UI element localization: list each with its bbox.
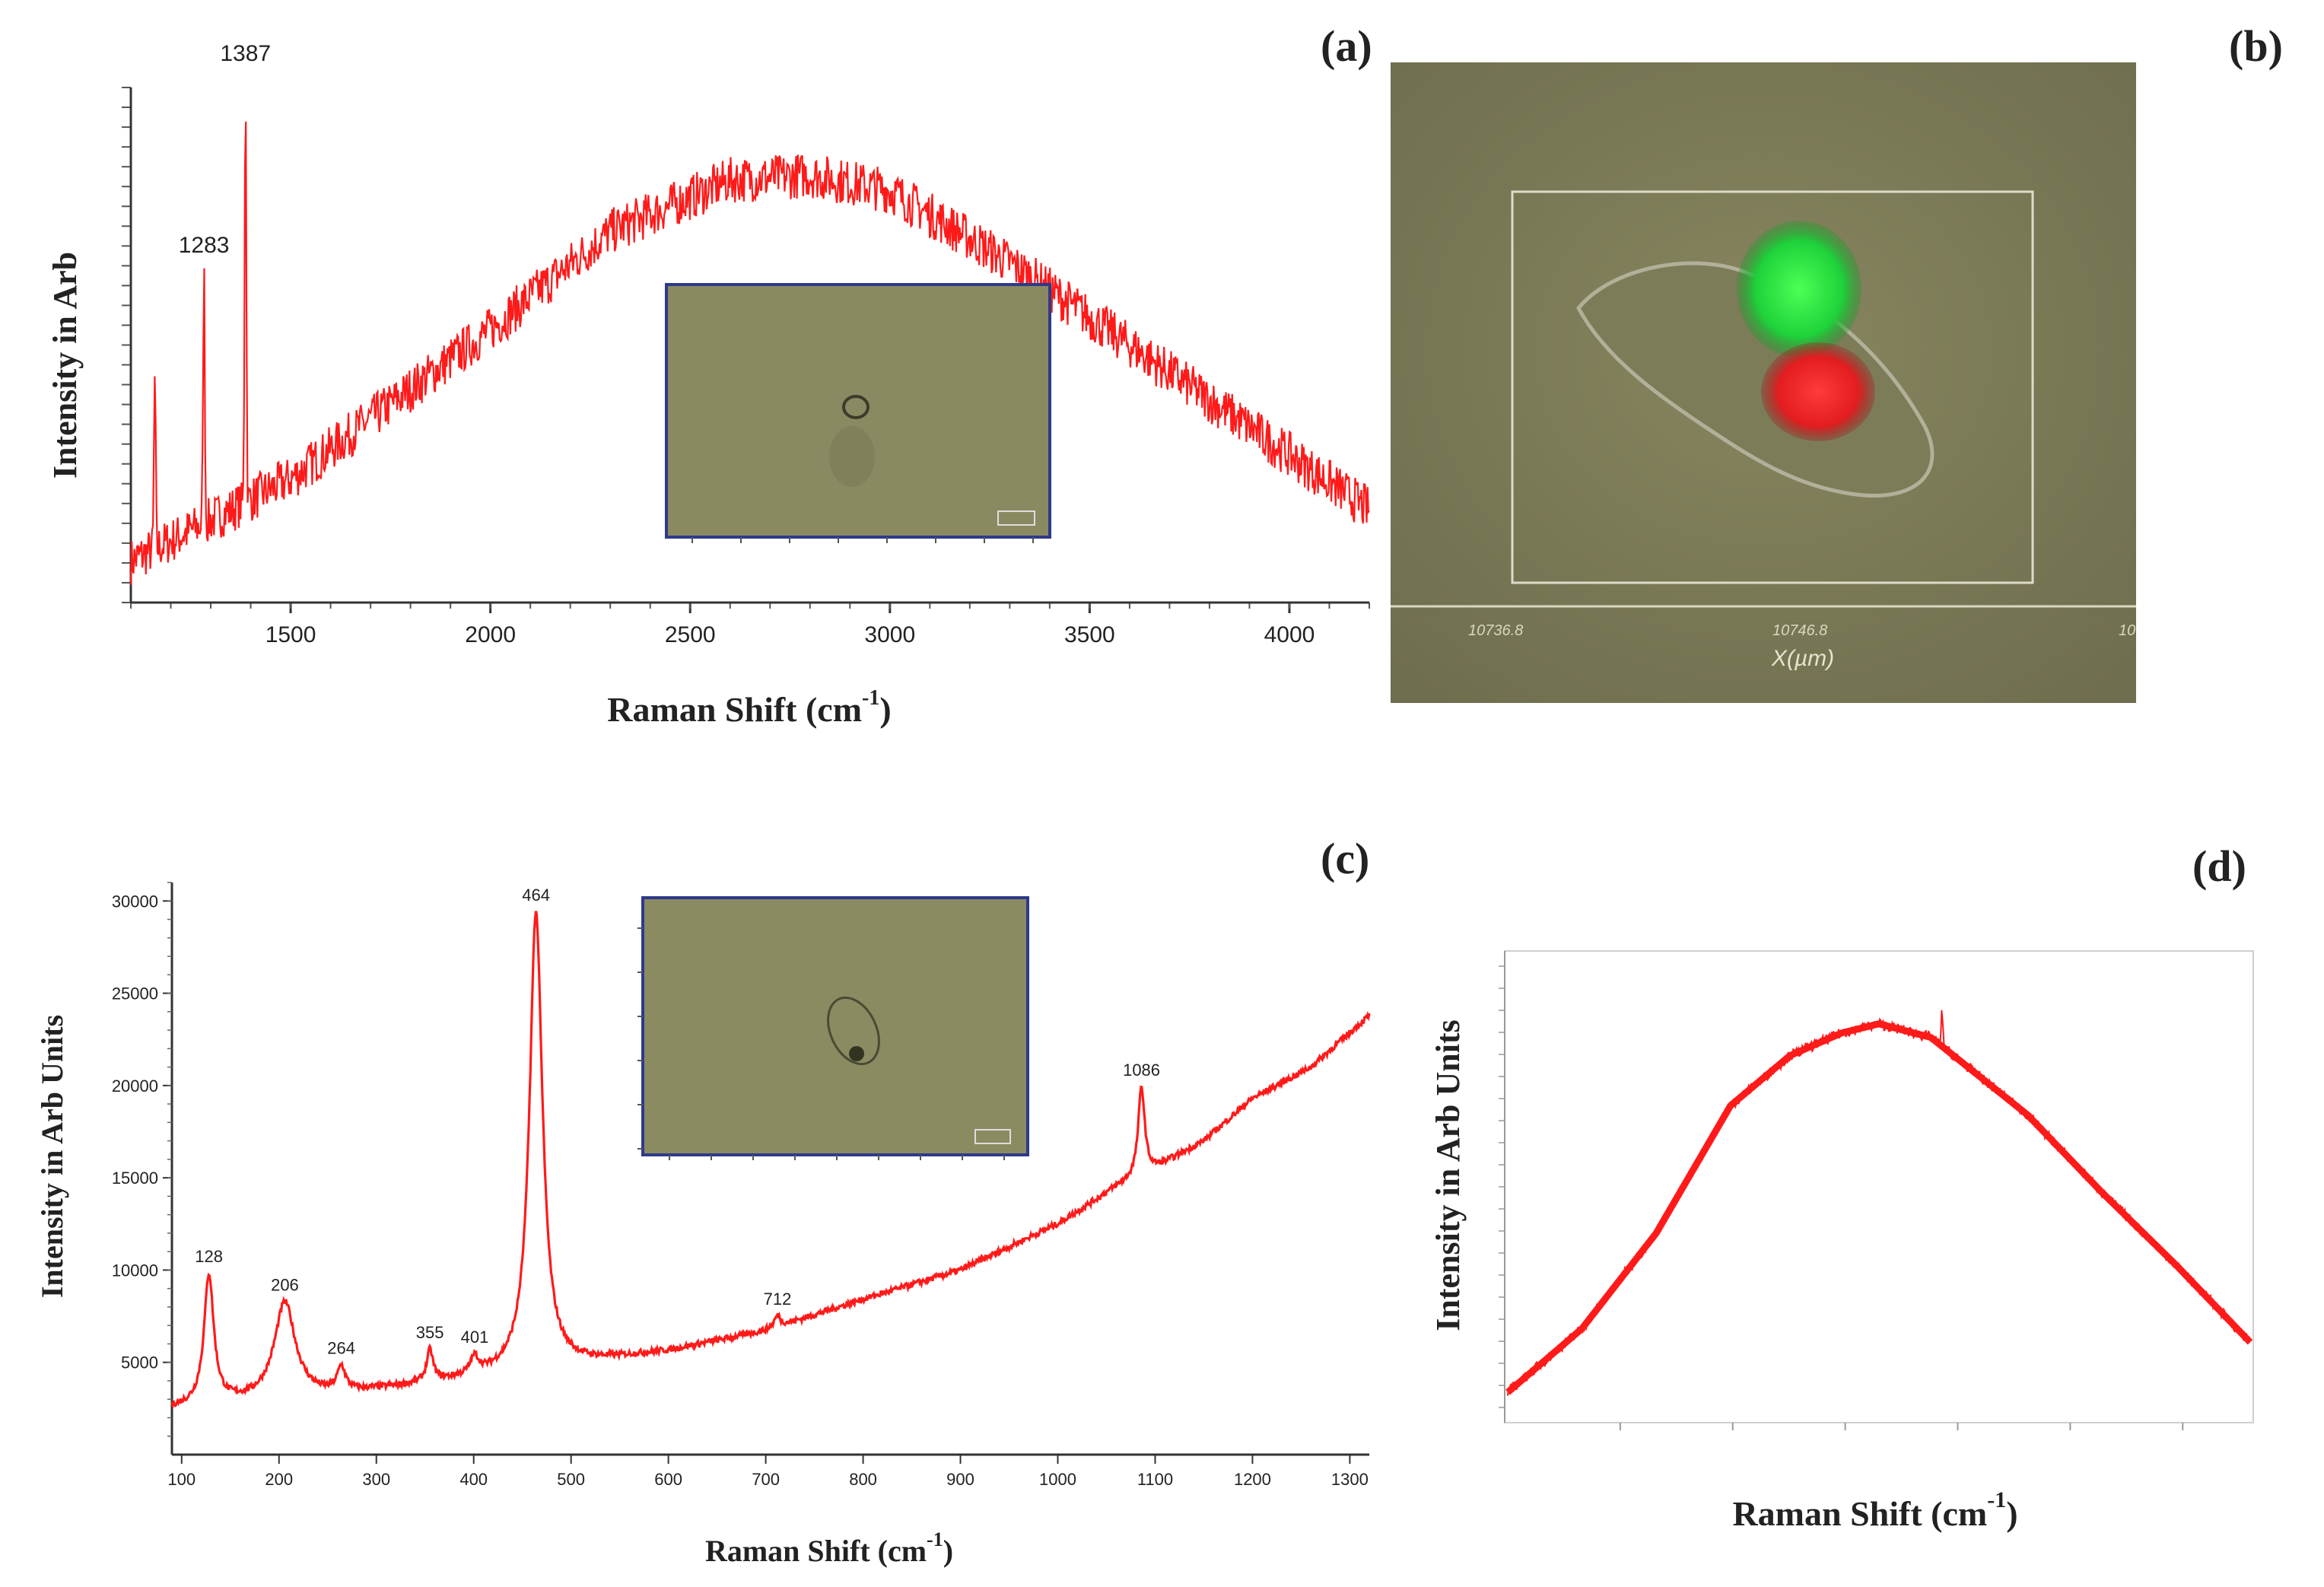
panel-b-green-spot	[1737, 221, 1861, 358]
panel-c-ytick-label: 10000	[112, 1261, 158, 1280]
panel-a-ticks: 1500 2000 2500 3000 3500 4000	[122, 87, 1370, 647]
panel-c: (c) 100 200 300 400 500 600 700 800 900 1000 1100 1…	[35, 834, 1371, 1568]
panel-a-xtick-label: 2000	[465, 622, 516, 647]
panel-c-xtick-label: 100	[167, 1470, 196, 1489]
panel-b-label: (b)	[2229, 21, 2283, 71]
panel-c-xtick-label: 700	[752, 1470, 780, 1489]
panel-a-spectrum-line	[129, 121, 1370, 585]
panel-a-xlabel: Raman Shift (cm-1)	[607, 686, 891, 729]
panel-c-xlabel: Raman Shift (cm-1)	[705, 1528, 953, 1568]
panel-b-cell-outline	[1576, 261, 1935, 498]
panel-b-red-spot	[1761, 342, 1875, 441]
panel-a-xtick-label: 2500	[665, 622, 716, 647]
panel-b: (b) 10736.8 10746.8 10 X(µm)	[1391, 21, 2283, 703]
panel-c-spectrum-line	[170, 911, 1371, 1410]
panel-c-peak-label-712: 712	[764, 1290, 792, 1309]
panel-c-inset-micrograph	[637, 896, 1029, 1160]
panel-a-xtick-label: 4000	[1264, 622, 1315, 647]
panel-c-peak-label-264: 264	[327, 1338, 355, 1357]
panel-a: (a) 1500 2000 2500 3000 3500 4000 1283 1387 In…	[46, 21, 1372, 729]
panel-c-xtick-label: 800	[849, 1470, 877, 1489]
panel-a-xtick-label: 1500	[265, 622, 316, 647]
panel-d-ylabel: Intensity in Arb Units	[1429, 1019, 1467, 1331]
panel-c-ytick-label: 20000	[112, 1077, 158, 1096]
panel-a-inset-micrograph	[665, 283, 1051, 543]
panel-c-xtick-label: 1000	[1039, 1470, 1076, 1489]
panel-c-ytick-label: 5000	[121, 1353, 158, 1372]
panel-a-peak-label-1387: 1387	[220, 41, 271, 66]
panel-c-ytick-label: 30000	[112, 892, 158, 911]
panel-a-peak-label-1283: 1283	[179, 233, 230, 258]
panel-c-xtick-label: 1100	[1137, 1470, 1173, 1489]
panel-d-spectrum-noise	[1507, 1010, 2251, 1396]
panel-c-peak-label-401: 401	[461, 1328, 489, 1347]
panel-c-ytick-label: 15000	[112, 1169, 158, 1188]
panel-c-xtick-label: 1300	[1331, 1470, 1369, 1489]
panel-d-plot-frame	[1504, 950, 2254, 1423]
panel-c-ytick-label: 25000	[112, 984, 158, 1003]
panel-c-peak-label-1086: 1086	[1123, 1061, 1160, 1080]
panel-d-ticks	[1499, 965, 2184, 1430]
panel-c-xtick-label: 500	[557, 1470, 585, 1489]
panel-c-xtick-label: 400	[459, 1470, 488, 1489]
panel-c-xtick-label: 600	[654, 1470, 682, 1489]
panel-c-xtick-label: 1200	[1234, 1470, 1271, 1489]
panel-c-peak-label-464: 464	[522, 886, 550, 905]
panel-a-peak-labels: 1283 1387	[179, 41, 271, 258]
panel-c-xtick-label: 300	[362, 1470, 390, 1489]
panel-b-scan-region	[1511, 190, 2034, 584]
panel-c-peak-label-206: 206	[271, 1276, 299, 1295]
panel-a-ylabel: Intensity in Arb	[46, 252, 84, 479]
panel-a-xtick-label: 3000	[864, 622, 915, 647]
panel-a-label: (a)	[1321, 21, 1372, 71]
panel-b-xtick-1: 10736.8	[1468, 622, 1523, 639]
panel-c-xtick-label: 200	[265, 1470, 293, 1489]
panel-c-peak-label-128: 128	[195, 1247, 223, 1266]
panel-c-xtick-label: 900	[946, 1470, 974, 1489]
panel-b-xlabel: X(µm)	[1771, 646, 1834, 671]
panel-a-xtick-label: 3500	[1064, 622, 1115, 647]
panel-b-xtick-2: 10746.8	[1772, 622, 1827, 639]
panel-d: (d) Intensity in Arb Units Raman Shift (…	[1429, 841, 2254, 1533]
panel-d-label: (d)	[2192, 841, 2246, 891]
panel-c-label: (c)	[1321, 834, 1369, 883]
panel-d-xlabel: Raman Shift (cm-1)	[1732, 1487, 2017, 1533]
panel-c-ylabel: Intensity in Arb Units	[35, 1015, 69, 1298]
panel-c-ticks: 100 200 300 400 500 600 700 800 900 1000 1100 1200 1…	[112, 882, 1369, 1489]
panel-b-xtick-3: 10	[2119, 622, 2135, 639]
panel-c-peak-labels: 128 206 264 355 401 464 712 1086	[195, 886, 1160, 1357]
panel-c-peak-label-355: 355	[416, 1323, 444, 1342]
